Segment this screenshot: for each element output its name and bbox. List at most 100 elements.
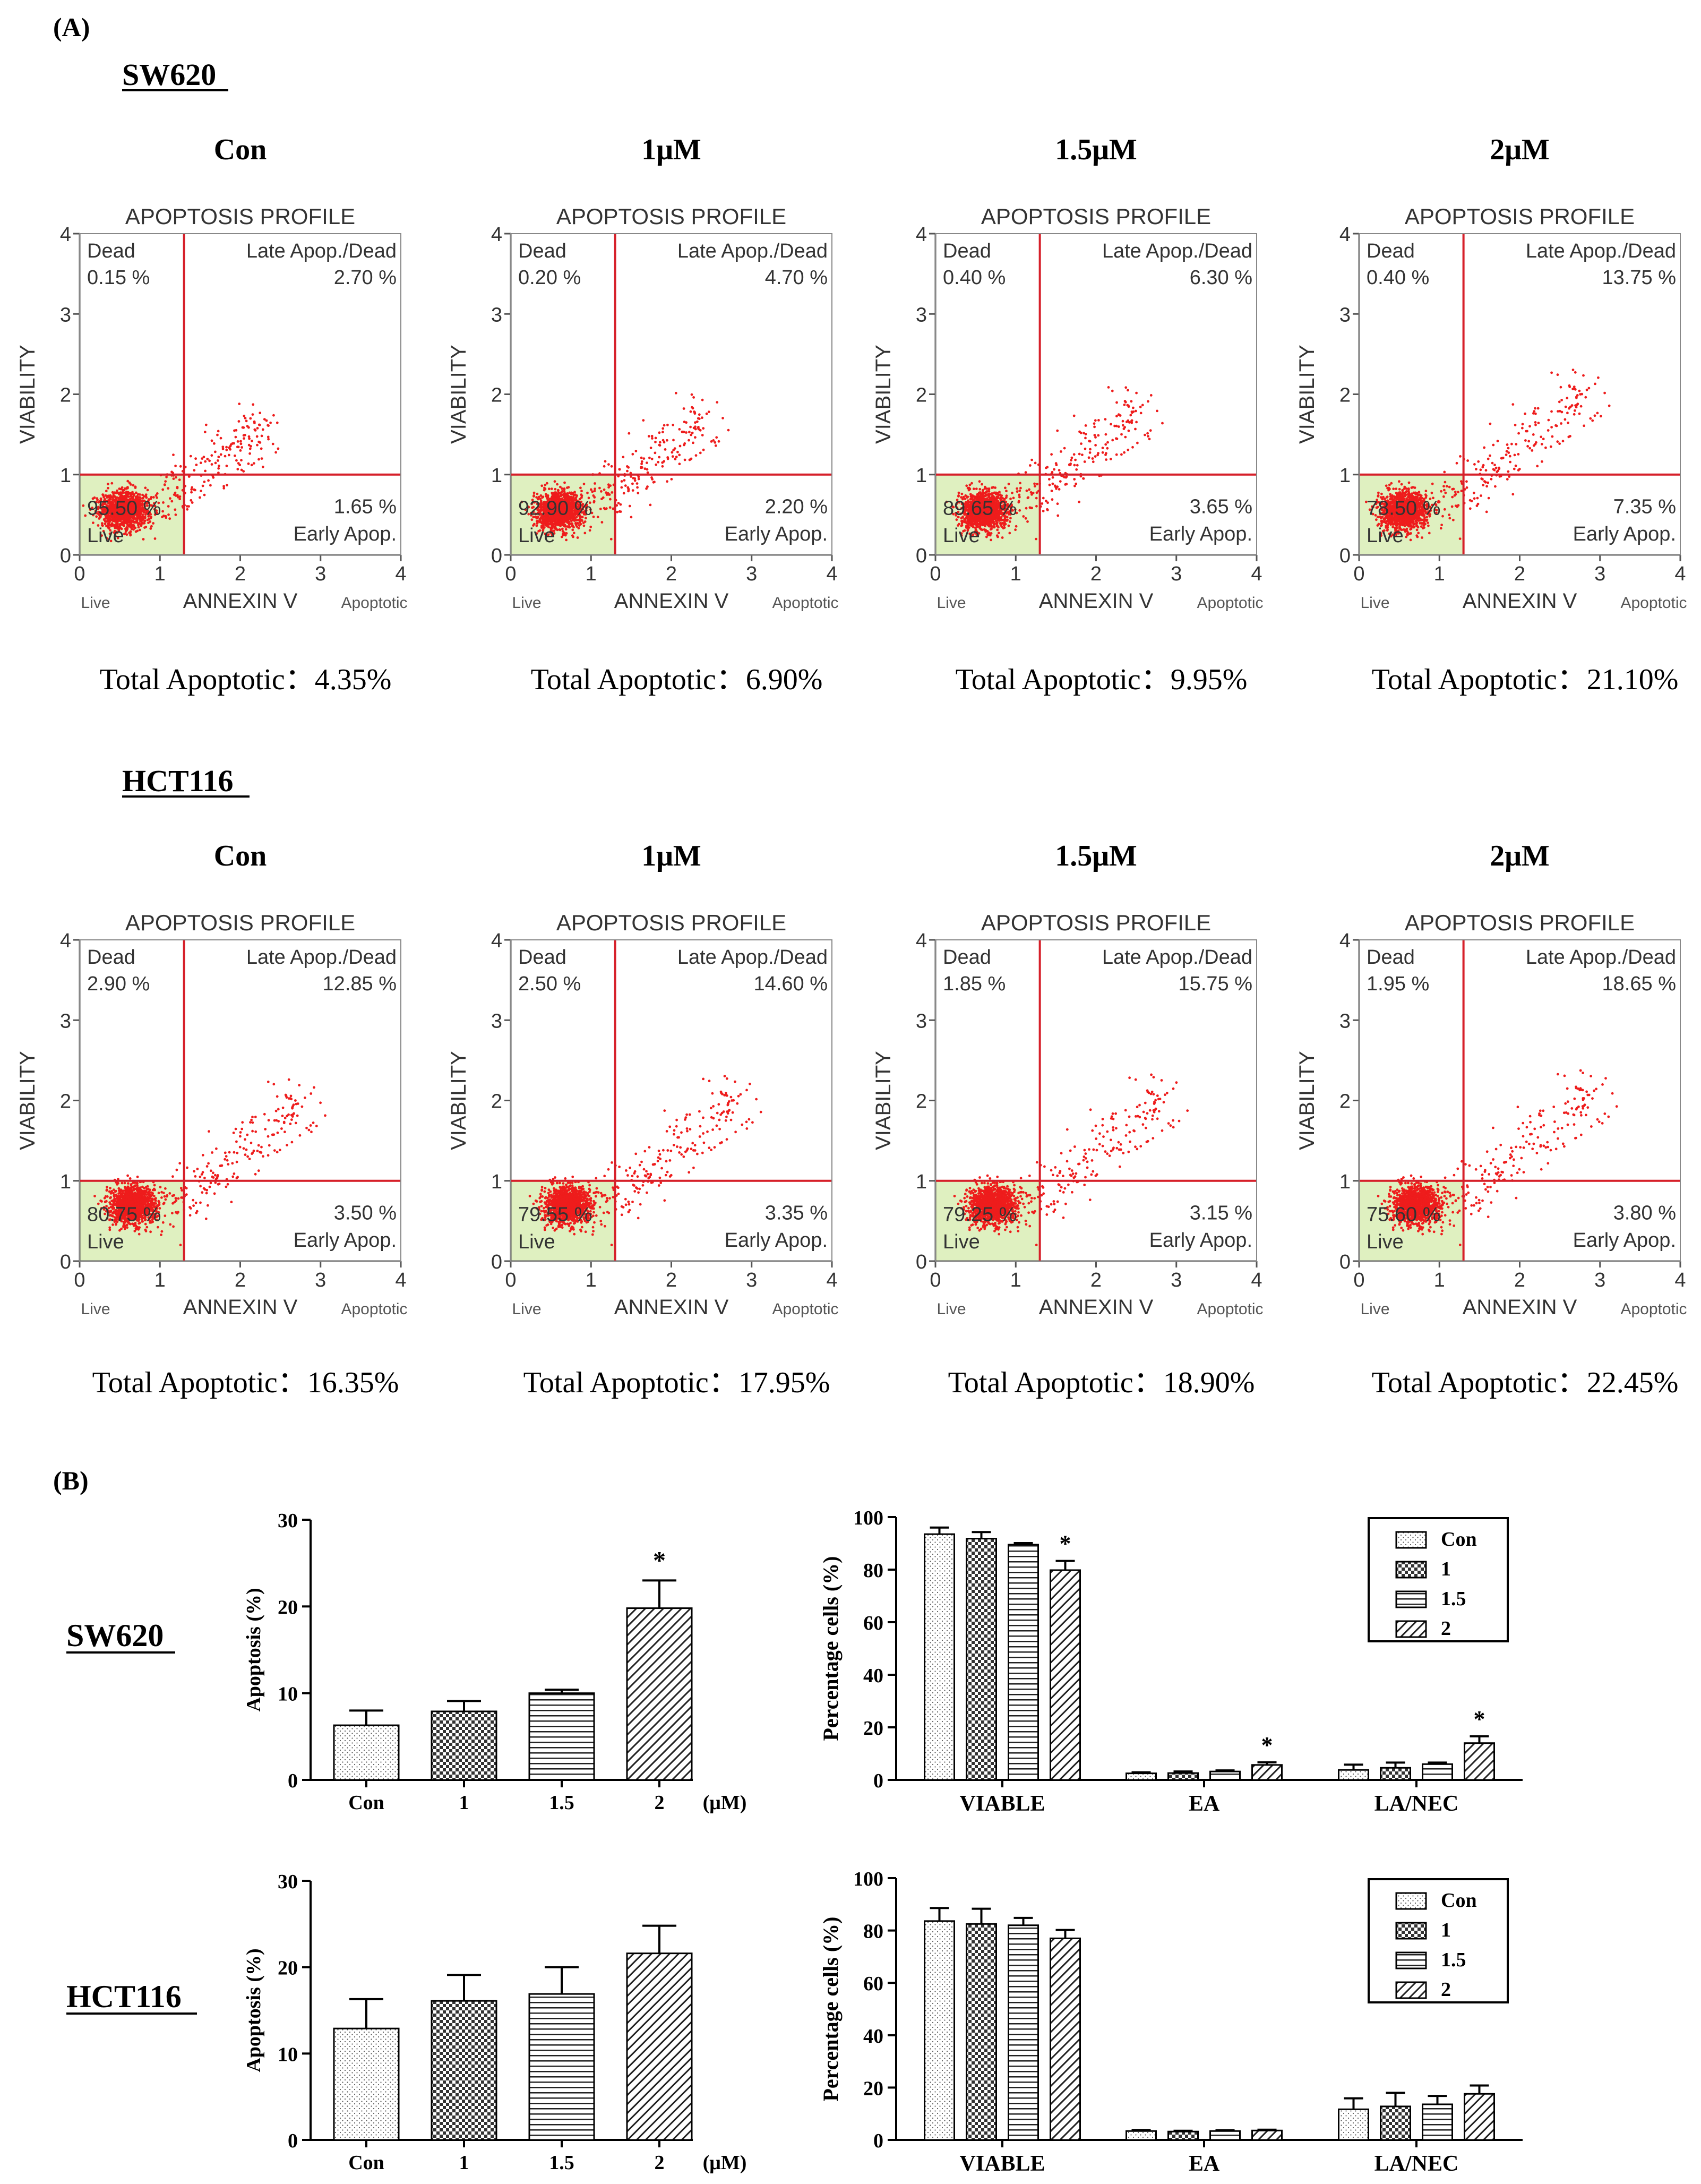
scatter-point bbox=[165, 516, 168, 519]
scatter-point bbox=[618, 510, 621, 513]
scatter-point bbox=[249, 417, 252, 420]
plot-title: APOPTOSIS PROFILE bbox=[1405, 204, 1635, 229]
scatter-point bbox=[172, 453, 175, 456]
scatter-point bbox=[165, 475, 168, 478]
scatter-point bbox=[563, 532, 566, 534]
scatter-point bbox=[973, 520, 976, 523]
scatter-point bbox=[592, 494, 595, 497]
scatter-point bbox=[1055, 464, 1058, 467]
scatter-point bbox=[965, 484, 968, 487]
scatter-point bbox=[237, 420, 240, 423]
scatter-point bbox=[199, 461, 202, 465]
scatter-point bbox=[535, 520, 538, 523]
scatter-point bbox=[222, 487, 226, 490]
scatter-point bbox=[1063, 476, 1066, 478]
scatter-point bbox=[690, 433, 693, 436]
scatter-point bbox=[647, 435, 650, 438]
scatter-point bbox=[627, 466, 630, 469]
scatter-point bbox=[130, 527, 133, 530]
scatter-point bbox=[985, 493, 989, 496]
early-label: Early Apop. bbox=[294, 523, 397, 545]
scatter-point bbox=[251, 413, 254, 416]
scatter-point bbox=[563, 492, 566, 495]
scatter-point bbox=[1122, 427, 1126, 430]
scatter-point bbox=[543, 519, 546, 523]
y-tick-label: 1 bbox=[491, 465, 502, 487]
scatter-point bbox=[128, 492, 131, 495]
scatter-point bbox=[997, 526, 1000, 529]
scatter-point bbox=[650, 434, 654, 438]
scatter-point bbox=[112, 492, 115, 495]
scatter-point bbox=[214, 450, 217, 453]
scatter-point bbox=[1117, 425, 1120, 428]
cell-line-label: SW620 bbox=[122, 57, 216, 92]
scatter-point bbox=[239, 440, 242, 443]
panel-b-label: (B) bbox=[53, 1466, 89, 1495]
scatter-point bbox=[233, 429, 236, 432]
scatter-point bbox=[265, 419, 268, 422]
scatter-point bbox=[237, 462, 240, 465]
scatter-point bbox=[663, 441, 666, 444]
scatter-point bbox=[650, 476, 653, 479]
scatter-point bbox=[1075, 482, 1078, 485]
scatter-point bbox=[618, 468, 621, 471]
scatter-point bbox=[1459, 455, 1462, 458]
scatter-point bbox=[1573, 413, 1576, 416]
scatter-point bbox=[666, 439, 668, 442]
scatter-point bbox=[539, 494, 543, 497]
scatter-point bbox=[247, 462, 250, 465]
y-tick-label: 4 bbox=[1339, 224, 1351, 246]
scatter-point bbox=[174, 465, 177, 467]
scatter-point bbox=[1111, 389, 1114, 392]
x-tick-label: 1 bbox=[1434, 563, 1445, 585]
live-value: 92.90 % bbox=[518, 497, 592, 519]
scatter-point bbox=[576, 536, 579, 539]
scatter-point bbox=[272, 414, 275, 417]
scatter-point bbox=[554, 493, 556, 496]
scatter-point bbox=[617, 502, 620, 504]
scatter-point bbox=[978, 480, 981, 483]
scatter-point bbox=[986, 534, 990, 537]
scatter-point bbox=[1073, 478, 1076, 481]
scatter-point bbox=[1007, 524, 1010, 527]
scatter-point bbox=[990, 538, 992, 542]
scatter-point bbox=[1115, 401, 1118, 404]
scatter-point bbox=[1493, 464, 1496, 467]
scatter-point bbox=[1070, 456, 1073, 459]
scatter-point bbox=[207, 479, 210, 482]
scatter-point bbox=[1473, 463, 1476, 466]
scatter-point bbox=[1531, 449, 1534, 452]
scatter-point bbox=[195, 464, 198, 466]
x-left-label: Live bbox=[81, 594, 110, 612]
scatter-point bbox=[574, 523, 578, 526]
scatter-point bbox=[600, 490, 603, 493]
scatter-point bbox=[611, 491, 614, 494]
scatter-point bbox=[640, 463, 643, 465]
scatter-point bbox=[128, 532, 131, 534]
scatter-point bbox=[139, 528, 141, 532]
scatter-point bbox=[1460, 490, 1463, 492]
scatter-point bbox=[125, 521, 127, 524]
scatter-point bbox=[996, 528, 999, 532]
scatter-point bbox=[636, 486, 639, 489]
y-tick-label: 1 bbox=[1339, 465, 1351, 487]
scatter-point bbox=[1115, 453, 1118, 456]
scatter-point bbox=[1448, 517, 1451, 520]
scatter-point bbox=[1524, 412, 1527, 415]
scatter-point bbox=[259, 441, 262, 444]
scatter-point bbox=[1035, 496, 1038, 500]
scatter-point bbox=[651, 437, 654, 440]
scatter-point bbox=[980, 523, 983, 526]
scatter-point bbox=[633, 479, 637, 482]
scatter-point bbox=[654, 451, 657, 455]
scatter-point bbox=[689, 425, 692, 429]
scatter-point bbox=[1127, 448, 1130, 451]
scatter-point bbox=[631, 482, 634, 485]
scatter-point bbox=[555, 523, 559, 526]
scatter-point bbox=[672, 439, 675, 442]
scatter-point bbox=[186, 505, 188, 508]
scatter-point bbox=[1094, 444, 1097, 447]
scatter-point bbox=[1046, 508, 1049, 511]
scatter-point bbox=[678, 428, 681, 431]
